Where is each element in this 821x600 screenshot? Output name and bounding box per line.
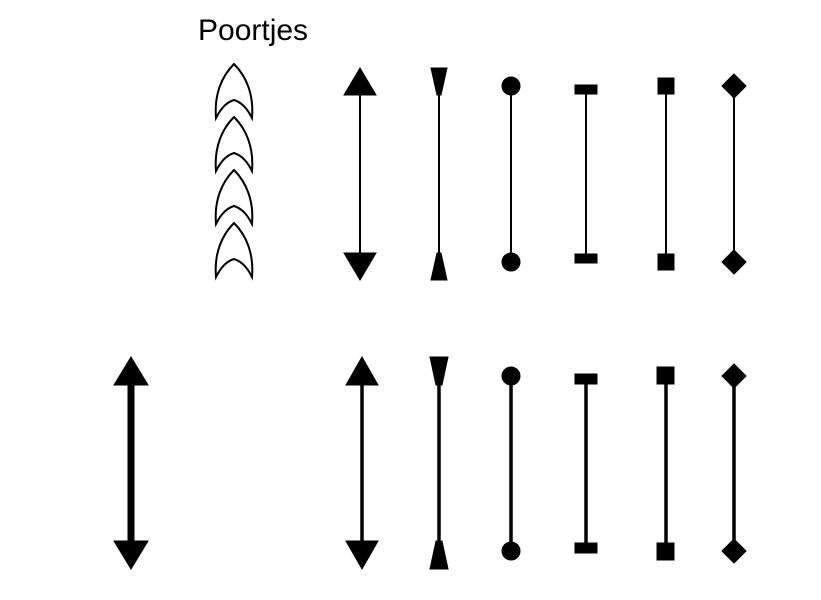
connector-wedge-thin bbox=[430, 67, 448, 281]
thick-connectors-row bbox=[345, 355, 747, 571]
connector-square-thick bbox=[656, 366, 675, 561]
connector-circle-thin bbox=[501, 76, 521, 272]
poortjes-label: Poortjes bbox=[198, 14, 309, 47]
connector-arrow-thick bbox=[345, 355, 379, 571]
gate-icon bbox=[214, 168, 254, 228]
connector-bar-thin bbox=[574, 84, 598, 264]
gate-icon bbox=[214, 115, 254, 175]
thin-connectors-row bbox=[343, 67, 747, 281]
connector-arrow-thin bbox=[343, 67, 377, 281]
connector-diamond-thick bbox=[721, 363, 747, 564]
connector-arrow-heavy bbox=[113, 356, 149, 570]
connector-wedge-thick bbox=[429, 356, 449, 570]
connector-square-thin bbox=[657, 77, 675, 271]
gate-icon bbox=[214, 62, 254, 122]
connector-diamond-thin bbox=[721, 73, 747, 275]
connector-circle-thick bbox=[501, 366, 521, 561]
connector-bar-thick bbox=[574, 373, 598, 554]
poortjes-gates bbox=[214, 62, 254, 281]
gate-icon bbox=[214, 221, 254, 281]
